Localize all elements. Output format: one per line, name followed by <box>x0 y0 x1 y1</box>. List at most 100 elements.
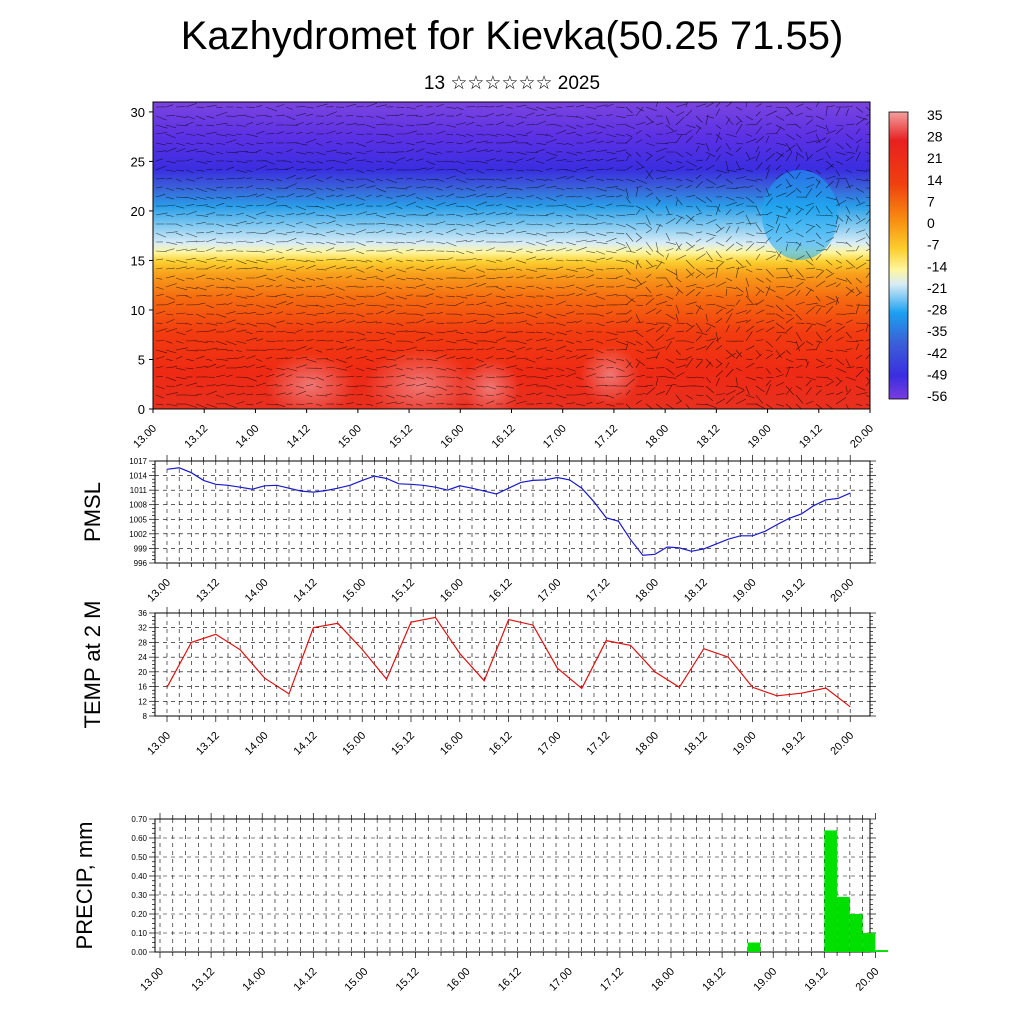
heatmap-x-tick-label: 13.00 <box>131 423 159 451</box>
heatmap-y-tick-label: 10 <box>131 303 145 318</box>
heatmap-y-tick-label: 25 <box>131 154 145 169</box>
temp-x-tick-label: 13.00 <box>145 730 173 758</box>
pmsl-x-tick-label: 13.12 <box>194 577 222 605</box>
pmsl-x-tick-label: 16.00 <box>438 577 466 605</box>
temp-series-line <box>166 616 851 708</box>
precip-y-tick-label: 0.40 <box>131 872 147 881</box>
pmsl-x-tick-label: 17.00 <box>536 577 564 605</box>
precip-x-tick-label: 19.12 <box>802 966 830 994</box>
temp-x-tick-label: 19.00 <box>731 730 759 758</box>
precip-x-tick-label: 20.00 <box>854 966 882 994</box>
heatmap-x-tick-label: 19.12 <box>797 423 825 451</box>
pmsl-y-tick-label: 1005 <box>129 515 147 524</box>
temp-x-tick-label: 19.12 <box>780 730 808 758</box>
colorbar-label: -42 <box>927 345 947 361</box>
colorbar-label: 35 <box>927 107 943 123</box>
temp-x-tick-label: 15.12 <box>389 730 417 758</box>
pmsl-x-tick-label: 18.12 <box>682 577 710 605</box>
pmsl-x-tick-label: 19.12 <box>780 577 808 605</box>
precip-bar <box>875 950 889 952</box>
precip-x-tick-label: 17.00 <box>547 966 575 994</box>
colorbar-label: -49 <box>927 366 947 382</box>
heatmap-field <box>153 102 870 409</box>
pmsl-y-tick-label: 996 <box>134 559 148 568</box>
temp-y-tick-label: 12 <box>138 697 147 706</box>
temp-y-tick-label: 16 <box>138 683 147 692</box>
pmsl-x-tick-label: 14.00 <box>243 577 271 605</box>
temp-x-tick-label: 18.12 <box>682 730 710 758</box>
temp-x-tick-label: 13.12 <box>194 730 222 758</box>
temp-x-tick-label: 20.00 <box>828 730 856 758</box>
pmsl-x-tick-label: 16.12 <box>487 577 515 605</box>
precip-y-axis-title: PRECIP, mm <box>72 822 97 950</box>
heatmap-x-tick-label: 17.00 <box>541 423 569 451</box>
temp-y-tick-label: 36 <box>138 609 147 618</box>
colorbar <box>888 111 909 400</box>
colorbar-label: -35 <box>927 323 947 339</box>
temp-x-tick-label: 17.12 <box>584 730 612 758</box>
heatmap-y-tick-label: 0 <box>138 402 145 417</box>
warm-core <box>265 353 355 409</box>
pmsl-y-tick-label: 1002 <box>129 530 147 539</box>
pmsl-y-tick-label: 999 <box>134 544 148 553</box>
colorbar-label: 0 <box>927 215 935 231</box>
precip-bar <box>837 896 850 952</box>
heatmap-y-tick-label: 30 <box>131 105 145 120</box>
pmsl-y-tick-label: 1014 <box>129 472 147 481</box>
pmsl-x-tick-label: 15.00 <box>340 577 368 605</box>
subtitle: 13 ☆☆☆☆☆☆ 2025 <box>423 73 601 94</box>
precip-x-tick-label: 15.12 <box>394 966 422 994</box>
temp-x-tick-label: 16.12 <box>487 730 515 758</box>
pmsl-x-tick-label: 14.12 <box>292 577 320 605</box>
colorbar-label: 28 <box>927 129 943 145</box>
precip-bar <box>824 830 838 952</box>
heatmap-y-tick-label: 5 <box>138 352 145 367</box>
heatmap-x-tick-label: 16.12 <box>490 423 518 451</box>
heatmap-x-tick-label: 18.12 <box>695 423 723 451</box>
pmsl-y-tick-label: 1011 <box>130 486 148 495</box>
pmsl-x-tick-label: 13.00 <box>145 577 173 605</box>
precip-y-tick-label: 0.60 <box>131 834 147 843</box>
heatmap-x-tick-label: 20.00 <box>848 423 876 451</box>
precip-x-tick-label: 19.00 <box>751 966 779 994</box>
precip-x-tick-label: 14.00 <box>240 966 268 994</box>
precip-y-tick-label: 0.70 <box>131 815 147 824</box>
heatmap-x-tick-label: 19.00 <box>746 423 774 451</box>
precip-x-tick-label: 16.12 <box>496 966 524 994</box>
temp-x-tick-label: 15.00 <box>340 730 368 758</box>
temp-y-tick-label: 24 <box>138 653 147 662</box>
temp-x-tick-label: 18.00 <box>633 730 661 758</box>
precip-bar <box>862 933 876 952</box>
heatmap-x-tick-label: 13.12 <box>182 423 210 451</box>
heatmap-x-tick-label: 18.00 <box>643 423 671 451</box>
heatmap-x-tick-label: 17.12 <box>592 423 620 451</box>
heatmap-y-tick-label: 15 <box>131 253 145 268</box>
heatmap-x-tick-label: 14.12 <box>285 423 313 451</box>
precip-x-tick-label: 13.00 <box>138 966 166 994</box>
heatmap-temperature-field <box>153 102 870 409</box>
precip-x-tick-label: 18.00 <box>649 966 677 994</box>
wind-vectors <box>155 102 870 409</box>
pmsl-y-axis-title: PMSL <box>80 482 105 542</box>
heatmap-x-tick-label: 15.00 <box>336 423 364 451</box>
temp-frame <box>154 612 871 717</box>
main-title: Kazhydromet for Kievka(50.25 71.55) <box>180 14 844 58</box>
warm-core <box>365 349 475 409</box>
pmsl-y-tick-label: 1017 <box>129 457 147 466</box>
precip-bar <box>747 942 761 952</box>
temp-y-tick-label: 28 <box>138 638 147 647</box>
pmsl-x-tick-label: 20.00 <box>828 577 856 605</box>
precip-y-tick-label: 0.30 <box>131 891 147 900</box>
heatmap-x-tick-label: 16.00 <box>438 423 466 451</box>
colorbar-label: -7 <box>927 237 940 253</box>
colorbar-label: -28 <box>927 302 947 318</box>
temp-x-tick-label: 14.12 <box>292 730 320 758</box>
pmsl-frame <box>154 460 871 564</box>
temp-y-tick-label: 8 <box>143 712 148 721</box>
pmsl-series-line <box>166 467 851 556</box>
precip-x-tick-label: 15.00 <box>343 966 371 994</box>
colorbar-label: -14 <box>927 258 947 274</box>
colorbar-label: -56 <box>927 388 947 404</box>
